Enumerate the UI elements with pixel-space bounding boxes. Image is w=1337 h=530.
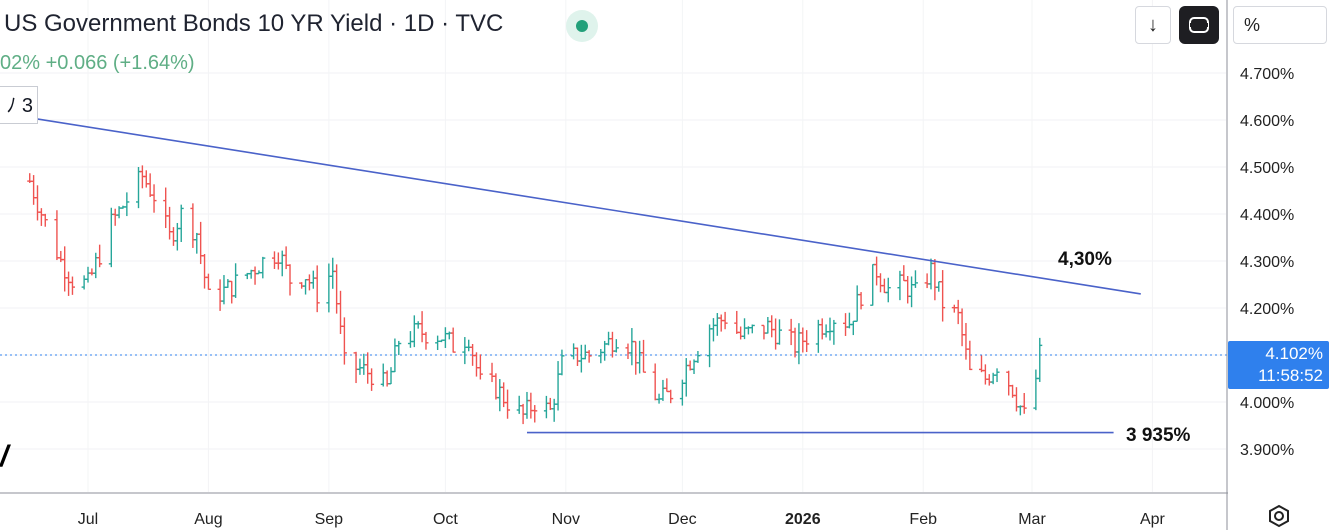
time-tick-label: Oct bbox=[433, 511, 458, 528]
time-tick-label: Feb bbox=[909, 511, 937, 528]
price-tick-label: 4.700% bbox=[1240, 66, 1294, 83]
time-tick-label: Mar bbox=[1018, 511, 1046, 528]
settings-gear-icon[interactable] bbox=[1262, 502, 1296, 530]
scale-mode-button[interactable]: % bbox=[1233, 6, 1327, 44]
time-tick-label: Nov bbox=[552, 511, 580, 528]
grid bbox=[0, 0, 1226, 492]
price-tick-label: 4.500% bbox=[1240, 160, 1294, 177]
fullscreen-button[interactable] bbox=[1179, 6, 1219, 44]
last-price-value: 4.102% bbox=[1265, 344, 1323, 363]
download-button[interactable]: ↓ bbox=[1135, 6, 1171, 44]
fullscreen-icon bbox=[1189, 17, 1209, 33]
indicator-counter[interactable]: ﾉ 3 bbox=[0, 86, 38, 124]
price-tick-label: 4.400% bbox=[1240, 207, 1294, 224]
trendlines[interactable] bbox=[14, 114, 1141, 434]
price-axis[interactable]: 3.900%4.000%4.100%4.200%4.300%4.400%4.50… bbox=[1240, 66, 1294, 459]
time-tick-label: Aug bbox=[194, 511, 222, 528]
time-axis[interactable]: Jul Aug Sep Oct Nov Dec 2026 Feb Mar Apr bbox=[78, 511, 1166, 528]
resistance-annotation: 4,30% bbox=[1058, 249, 1112, 270]
price-tick-label: 4.000% bbox=[1240, 395, 1294, 412]
time-tick-label: 2026 bbox=[785, 511, 821, 528]
time-tick-label: Sep bbox=[315, 511, 344, 528]
price-tick-label: 4.600% bbox=[1240, 113, 1294, 130]
bar-countdown: 11:58:52 bbox=[1258, 366, 1323, 385]
price-tick-label: 4.300% bbox=[1240, 254, 1294, 271]
market-status-dot-icon bbox=[566, 10, 598, 42]
chart-title: US Government Bonds 10 YR Yield · 1D · T… bbox=[4, 10, 504, 37]
price-change: 02% +0.066 (+1.64%) bbox=[0, 52, 195, 74]
time-tick-label: Dec bbox=[668, 511, 696, 528]
logo-mark-icon: / bbox=[0, 440, 9, 473]
price-tick-label: 4.200% bbox=[1240, 301, 1294, 318]
price-tick-label: 3.900% bbox=[1240, 442, 1294, 459]
time-tick-label: Apr bbox=[1140, 511, 1166, 528]
resistance-trendline[interactable] bbox=[14, 114, 1141, 295]
time-tick-label: Jul bbox=[78, 511, 98, 528]
ohlc-bars bbox=[27, 165, 1043, 425]
support-annotation: 3 935% bbox=[1126, 425, 1191, 446]
last-price-label: 4.102% 11:58:52 bbox=[1228, 341, 1329, 389]
